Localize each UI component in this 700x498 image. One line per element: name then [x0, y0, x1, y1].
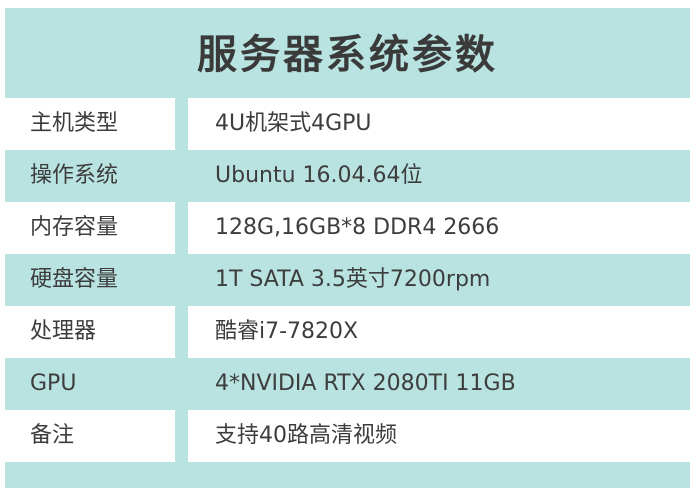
- table-row: 主机类型 4U机架式4GPU: [5, 98, 690, 150]
- param-value: 支持40路高清视频: [188, 410, 690, 462]
- table-row: 硬盘容量 1T SATA 3.5英寸7200rpm: [5, 254, 690, 306]
- param-value: 1T SATA 3.5英寸7200rpm: [215, 267, 491, 292]
- table-row: 操作系统 Ubuntu 16.04.64位: [5, 150, 690, 202]
- param-name: 处理器: [5, 306, 175, 358]
- table-row: 备注 支持40路高清视频: [5, 410, 690, 462]
- param-name: 备注: [5, 410, 175, 462]
- title: 服务器系统参数: [197, 32, 498, 78]
- param-name: GPU: [30, 371, 77, 396]
- table-row: 处理器 酷睿i7-7820X: [5, 306, 690, 358]
- param-name: 操作系统: [30, 163, 119, 188]
- table: 主机类型 4U机架式4GPU 操作系统 Ubuntu 16.04.64位内存容量 128…: [5, 98, 690, 462]
- param-name: 主机类型: [5, 98, 175, 150]
- param-name: 内存容量: [5, 202, 175, 254]
- spec-sheet: 服务器系统参数 主机类型 4U机架式4GPU 操作系统 Ubuntu 16.04.64…: [5, 8, 690, 488]
- param-value: 4*NVIDIA RTX 2080TI 11GB: [215, 371, 516, 396]
- param-value: 4U机架式4GPU: [188, 98, 690, 150]
- param-value: 128G,16GB*8 DDR4 2666: [188, 202, 690, 254]
- param-value: Ubuntu 16.04.64位: [215, 163, 423, 188]
- table-row: GPU 4*NVIDIA RTX 2080TI 11GB: [5, 358, 690, 410]
- table-row: 内存容量 128G,16GB*8 DDR4 2666: [5, 202, 690, 254]
- param-name: 硬盘容量: [30, 267, 119, 292]
- param-value: 酷睿i7-7820X: [188, 306, 690, 358]
